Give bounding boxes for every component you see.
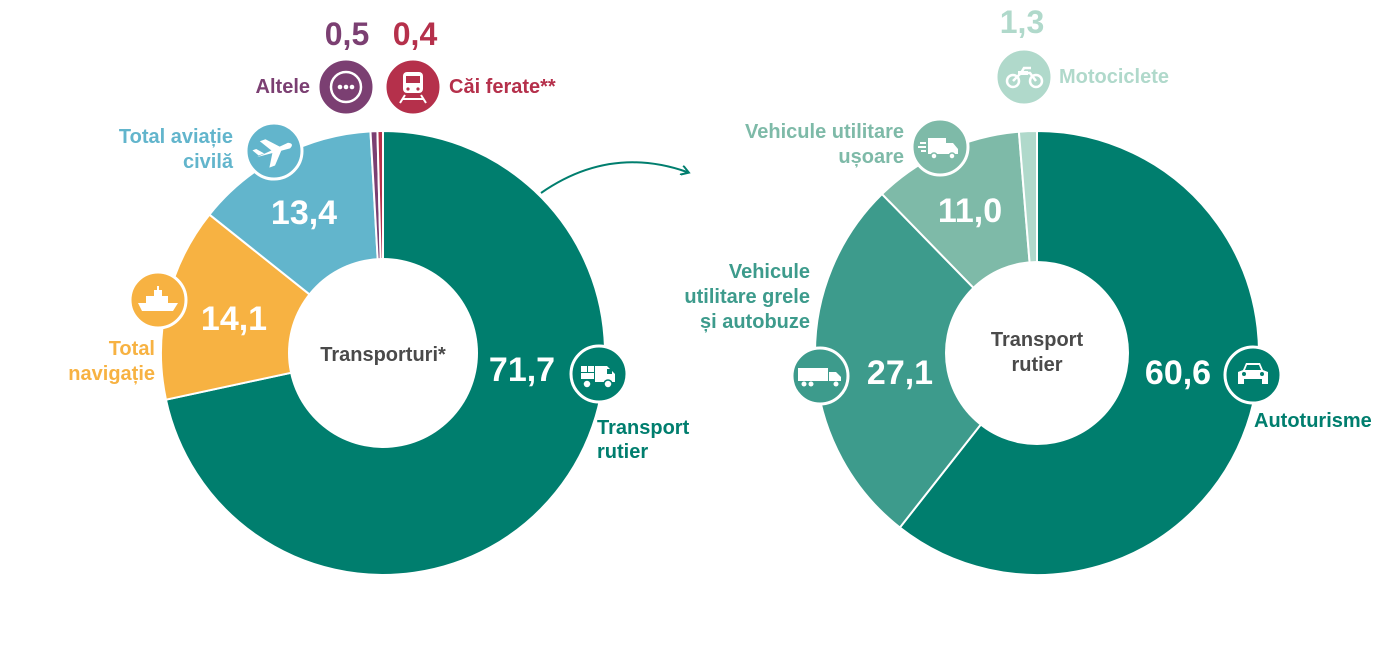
chart2-center-label-line2: rutier xyxy=(1011,354,1062,376)
value-vehicule-grele: 27,1 xyxy=(867,354,933,392)
value-cai-ferate: 0,4 xyxy=(393,16,438,52)
value-autoturisme: 60,6 xyxy=(1145,354,1211,392)
value-transport-rutier: 71,7 xyxy=(489,351,555,389)
chart2-center-label-line1: Transport xyxy=(991,329,1084,351)
label-total-aviatie-line2: civilă xyxy=(183,151,234,173)
label-cai-ferate: Căi ferate** xyxy=(449,76,556,98)
heavy-truck-icon xyxy=(790,346,850,406)
label-motociclete: Motociclete xyxy=(1059,66,1169,88)
connector-arrow xyxy=(540,161,687,194)
motorcycle-icon xyxy=(994,47,1054,107)
airplane-icon xyxy=(244,121,304,181)
value-vehicule-usoare: 11,0 xyxy=(938,192,1002,230)
label-total-navigatie-line1: Total xyxy=(109,338,155,360)
value-total-aviatie: 13,4 xyxy=(271,194,337,232)
value-motociclete: 1,3 xyxy=(1000,4,1044,40)
label-autoturisme: Autoturisme xyxy=(1254,410,1372,432)
van-icon xyxy=(910,117,970,177)
label-vehicule-grele-line1: Vehicule xyxy=(729,261,810,283)
chart-transporturi: Transporturi* 71,7 14,1 13,4 0,5 0,4 Tra… xyxy=(68,16,690,576)
chart1-center-label: Transporturi* xyxy=(320,344,446,366)
label-total-aviatie-line1: Total aviație xyxy=(119,126,233,148)
chart1-hole xyxy=(288,258,478,448)
label-transport-rutier-line1: Transport xyxy=(597,417,690,439)
value-altele: 0,5 xyxy=(325,16,369,52)
chart-transport-rutier: Transport rutier 60,6 27,1 11,0 1,3 Auto… xyxy=(684,4,1372,576)
truck-icon xyxy=(569,344,629,404)
chart2-hole xyxy=(945,261,1129,445)
train-icon xyxy=(383,57,443,117)
car-icon xyxy=(1223,345,1283,405)
label-vehicule-grele-line3: și autobuze xyxy=(700,311,810,333)
label-transport-rutier-line2: rutier xyxy=(597,441,648,463)
label-vehicule-grele-line2: utilitare grele xyxy=(684,286,810,308)
value-total-navigatie: 14,1 xyxy=(201,300,267,338)
label-altele: Altele xyxy=(256,76,310,98)
label-total-navigatie-line2: navigație xyxy=(68,363,155,385)
ship-icon xyxy=(128,270,188,330)
ellipsis-icon xyxy=(316,57,376,117)
label-vehicule-usoare-line1: Vehicule utilitare xyxy=(745,121,904,143)
label-vehicule-usoare-line2: ușoare xyxy=(838,146,904,168)
